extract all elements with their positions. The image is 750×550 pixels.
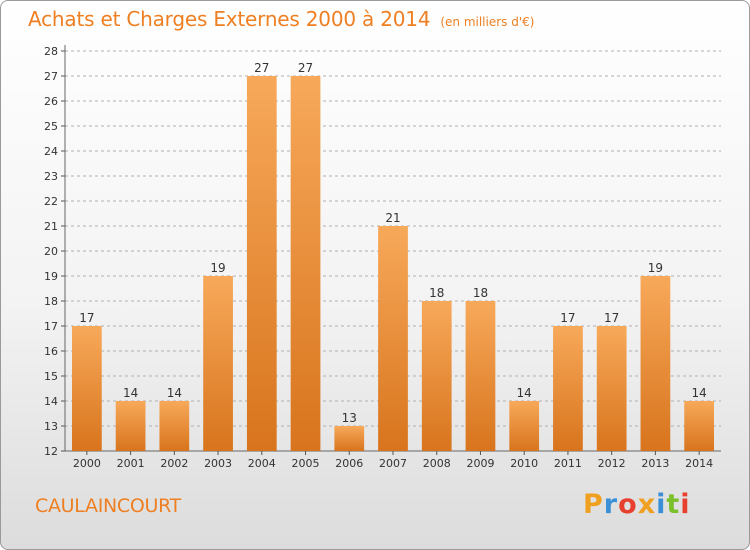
- logo-letter: i: [680, 489, 691, 520]
- labels: 12 13 14 15 16 17 18 19 20 21 22 23 24 25 26 27 28 17 2000…: [44, 45, 713, 470]
- bars: [71, 76, 715, 451]
- bar-value-label: 14: [167, 386, 182, 400]
- bar-value-label: 18: [429, 286, 444, 300]
- y-tick-label: 28: [44, 45, 58, 58]
- bar-value-label: 18: [473, 286, 488, 300]
- x-tick-label: 2012: [598, 457, 626, 470]
- y-tick-label: 24: [44, 145, 58, 158]
- chart-title-text: Achats et Charges Externes 2000 à 2014: [28, 7, 431, 31]
- bar-value-label: 27: [298, 61, 313, 75]
- x-tick-label: 2008: [423, 457, 451, 470]
- commune-name: CAULAINCOURT: [35, 495, 181, 517]
- logo-letter: x: [637, 489, 657, 520]
- y-tick-label: 22: [44, 195, 58, 208]
- logo-letter: i: [656, 489, 667, 520]
- x-tick-label: 2004: [248, 457, 276, 470]
- bar: [290, 76, 321, 451]
- x-tick-label: 2006: [335, 457, 363, 470]
- bar: [684, 401, 715, 451]
- bar: [421, 301, 452, 451]
- chart-title: Achats et Charges Externes 2000 à 2014 (e…: [28, 7, 534, 31]
- bar: [71, 326, 102, 451]
- bar: [465, 301, 496, 451]
- y-tick-label: 18: [44, 295, 58, 308]
- y-tick-label: 27: [44, 70, 58, 83]
- bar: [553, 326, 583, 451]
- x-tick-label: 2010: [510, 457, 538, 470]
- bar-value-label: 17: [604, 311, 619, 325]
- bar-value-label: 14: [691, 386, 706, 400]
- y-tick-label: 12: [44, 445, 58, 458]
- x-tick-label: 2007: [379, 457, 407, 470]
- x-tick-label: 2003: [204, 457, 232, 470]
- y-tick-label: 14: [44, 395, 58, 408]
- x-tick-label: 2011: [554, 457, 582, 470]
- bar: [596, 326, 627, 451]
- x-tick-label: 2009: [466, 457, 494, 470]
- proxiti-logo: Proxiti: [583, 489, 691, 520]
- x-tick-label: 2014: [685, 457, 713, 470]
- bar-value-label: 21: [385, 211, 400, 225]
- bar-value-label: 27: [254, 61, 269, 75]
- chart-unit: (en milliers d'€): [440, 15, 535, 29]
- logo-letter: r: [603, 489, 619, 520]
- bar: [159, 401, 190, 451]
- logo-letter: t: [666, 489, 681, 520]
- bar-value-label: 17: [79, 311, 94, 325]
- bar: [509, 401, 540, 451]
- y-tick-label: 25: [44, 120, 58, 133]
- logo-letter: P: [583, 489, 604, 520]
- y-tick-label: 15: [44, 370, 58, 383]
- y-tick-label: 17: [44, 320, 58, 333]
- bar: [246, 76, 277, 451]
- y-tick-label: 23: [44, 170, 58, 183]
- y-tick-label: 19: [44, 270, 58, 283]
- y-tick-label: 26: [44, 95, 58, 108]
- bar: [115, 401, 146, 451]
- y-tick-label: 13: [44, 420, 58, 433]
- x-tick-label: 2002: [160, 457, 188, 470]
- bar-value-label: 19: [210, 261, 225, 275]
- x-tick-label: 2001: [117, 457, 145, 470]
- bar: [203, 276, 233, 451]
- bar-value-label: 14: [123, 386, 138, 400]
- bar-value-label: 13: [342, 411, 357, 425]
- bar-value-label: 17: [560, 311, 575, 325]
- bar-value-label: 14: [517, 386, 532, 400]
- logo-letter: o: [618, 489, 638, 520]
- x-tick-label: 2005: [292, 457, 320, 470]
- bar-value-label: 19: [648, 261, 663, 275]
- y-tick-label: 16: [44, 345, 58, 358]
- bar: [640, 276, 671, 451]
- bar: [378, 226, 408, 451]
- x-tick-label: 2013: [641, 457, 669, 470]
- y-tick-label: 21: [44, 220, 58, 233]
- y-tick-label: 20: [44, 245, 58, 258]
- bar: [334, 426, 365, 451]
- x-tick-label: 2000: [73, 457, 101, 470]
